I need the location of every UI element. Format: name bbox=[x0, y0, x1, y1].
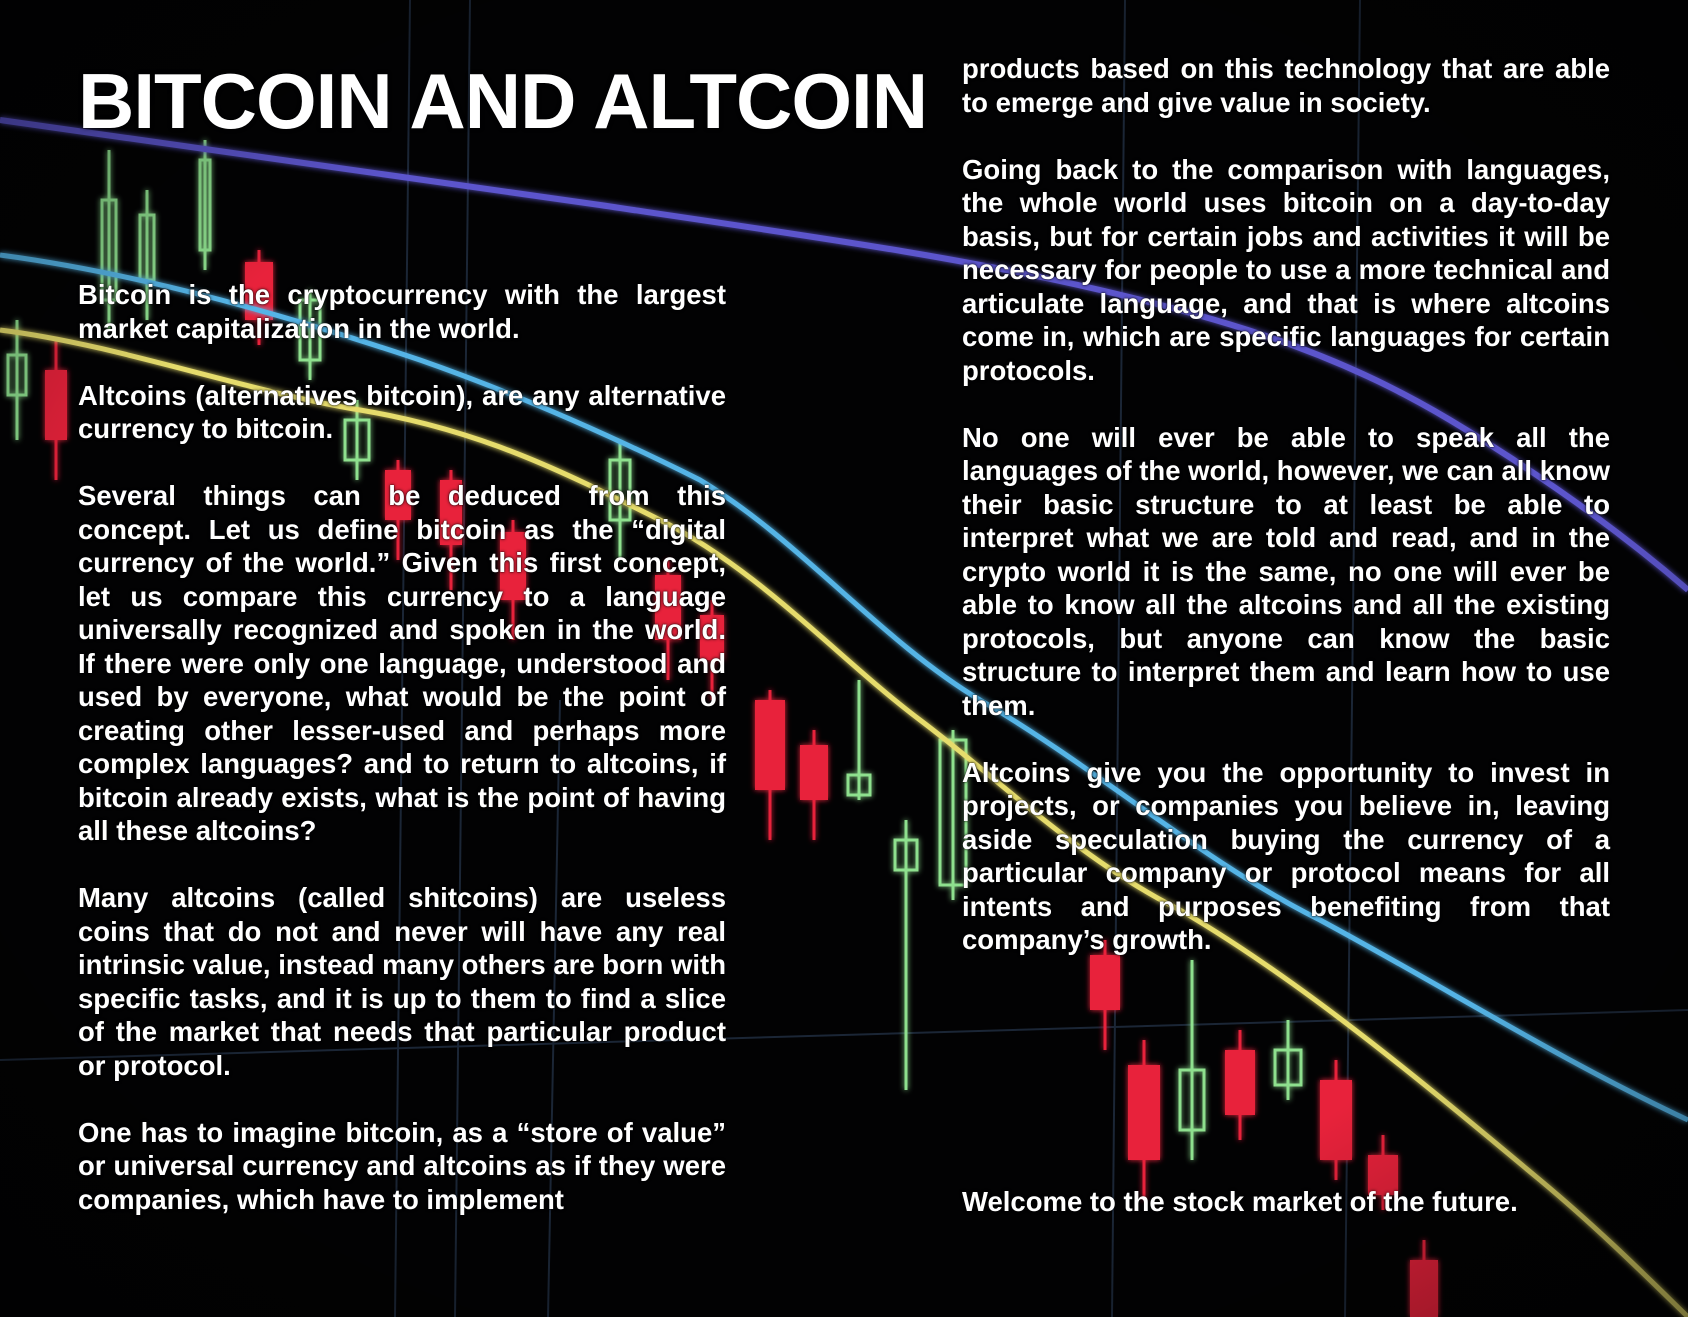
paragraph: Altcoins (alternatives bitcoin), are any… bbox=[78, 379, 726, 445]
paragraph: Bitcoin is the cryptocurrency with the l… bbox=[78, 279, 726, 344]
page-title: BITCOIN AND ALTCOIN bbox=[78, 57, 928, 145]
left-column: Bitcoin is the cryptocurrency with the l… bbox=[78, 278, 726, 1250]
closing-line: Welcome to the stock market of the futur… bbox=[962, 1186, 1518, 1217]
paragraph: products based on this technology that a… bbox=[962, 53, 1610, 118]
paragraph: Going back to the comparison with langua… bbox=[962, 153, 1610, 386]
paragraph: Many altcoins (called shitcoins) are use… bbox=[78, 882, 726, 1081]
paragraph: Altcoins give you the opportunity to inv… bbox=[962, 756, 1610, 956]
paragraph: One has to imagine bitcoin, as a “store … bbox=[78, 1116, 726, 1215]
paragraph: Several things can be deduced from this … bbox=[78, 480, 726, 846]
right-column: products based on this technology that a… bbox=[962, 52, 1610, 990]
paragraph: No one will ever be able to speak all th… bbox=[962, 421, 1610, 721]
